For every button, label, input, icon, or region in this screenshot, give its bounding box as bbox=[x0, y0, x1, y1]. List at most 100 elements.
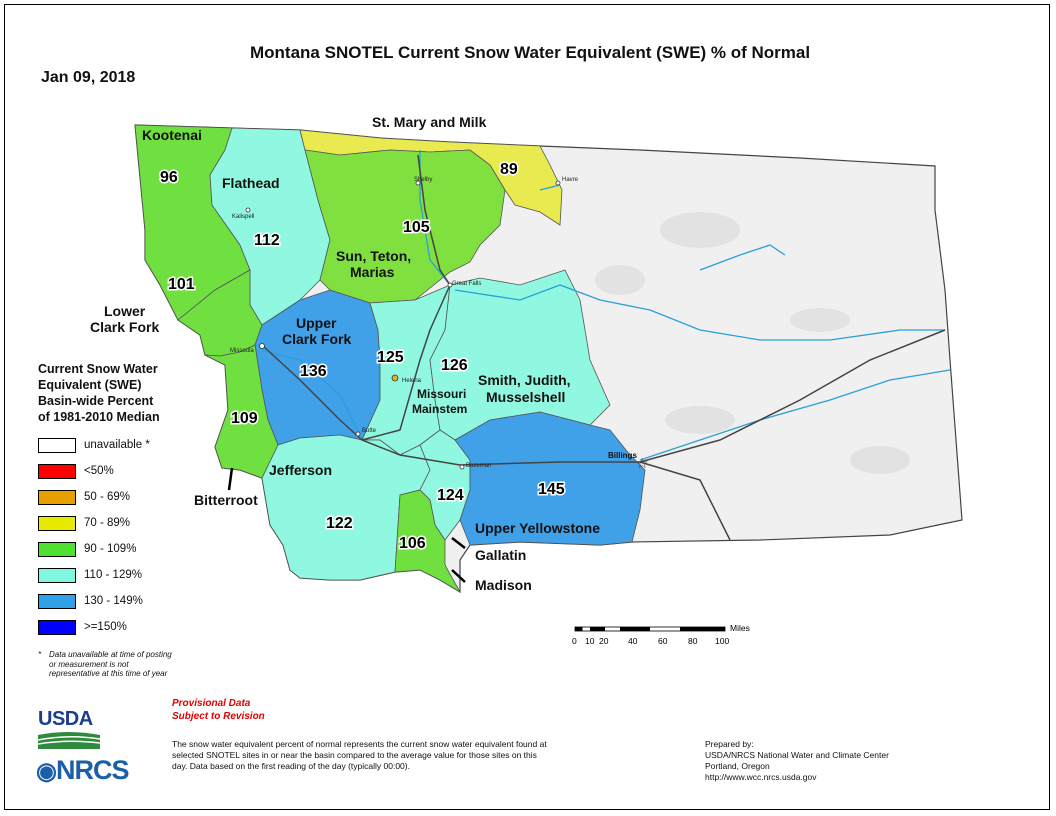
scale-unit: Miles bbox=[730, 623, 750, 633]
label-smith-judith: Smith, Judith, bbox=[478, 372, 571, 388]
legend-swatch bbox=[38, 438, 76, 453]
scale-tick-40: 40 bbox=[628, 636, 638, 646]
nrcs-logo-text: NRCS bbox=[55, 755, 130, 785]
scale-tick-80: 80 bbox=[688, 636, 698, 646]
provisional-line-2: Subject to Revision bbox=[172, 711, 265, 722]
label-mainstem: Mainstem bbox=[412, 402, 467, 416]
legend-title-line-2: Equivalent (SWE) bbox=[38, 378, 142, 392]
scale-tick-10: 10 bbox=[585, 636, 595, 646]
legend-label: 90 - 109% bbox=[84, 543, 137, 555]
scale-tick-100: 100 bbox=[715, 636, 729, 646]
legend: Current Snow Water Equivalent (SWE) Basi… bbox=[38, 361, 208, 635]
label-sun-teton: Sun, Teton, bbox=[336, 248, 411, 264]
footnote: * Data unavailable at time of posting or… bbox=[38, 650, 173, 679]
city-missoula: Missoula bbox=[230, 348, 254, 354]
scale-bar-graphic: Miles 0 10 20 40 60 80 100 bbox=[572, 623, 750, 646]
label-upper: Upper bbox=[296, 315, 337, 331]
footnote-text: Data unavailable at time of posting or m… bbox=[49, 650, 172, 678]
legend-swatch bbox=[38, 542, 76, 557]
value-smith-judith-musselshell: 126 bbox=[441, 357, 468, 374]
city-shelby: Shelby bbox=[414, 177, 432, 183]
legend-title: Current Snow Water Equivalent (SWE) Basi… bbox=[38, 361, 208, 425]
basin-madison[interactable] bbox=[394, 489, 462, 594]
value-flathead: 112 bbox=[254, 232, 280, 249]
basin-upper-yellowstone[interactable] bbox=[454, 411, 646, 546]
usda-logo: USDA bbox=[37, 708, 101, 754]
basin-labels: Kootenai Flathead St. Mary and Milk Sun,… bbox=[90, 114, 600, 593]
legend-label: <50% bbox=[84, 465, 114, 477]
value-upper-yellowstone: 145 bbox=[538, 481, 565, 498]
label-clark-fork: Clark Fork bbox=[90, 319, 159, 335]
label-kootenai: Kootenai bbox=[142, 127, 202, 143]
value-kootenai: 96 bbox=[160, 169, 178, 186]
map-frame bbox=[4, 4, 1050, 810]
legend-label: >=150% bbox=[84, 621, 127, 633]
label-musselshell: Musselshell bbox=[486, 389, 565, 405]
footnote-asterisk: * bbox=[38, 650, 42, 659]
legend-title-line-1: Current Snow Water bbox=[38, 362, 158, 376]
prepared-by-line-1: Prepared by: bbox=[705, 739, 754, 749]
basin-sun-teton-marias[interactable] bbox=[304, 149, 506, 304]
city-billings: Billings bbox=[608, 451, 637, 460]
scale-tick-20: 20 bbox=[599, 636, 609, 646]
interstates bbox=[261, 154, 946, 541]
label-lower: Lower bbox=[104, 303, 146, 319]
legend-label: 70 - 89% bbox=[84, 517, 131, 529]
scale-tick-60: 60 bbox=[658, 636, 668, 646]
value-st-mary-milk: 89 bbox=[500, 161, 518, 178]
legend-swatch bbox=[38, 594, 76, 609]
scale-bar: Miles 0 10 20 40 60 80 100 bbox=[570, 622, 770, 653]
map-title: Montana SNOTEL Current Snow Water Equiva… bbox=[250, 43, 811, 62]
value-upper-clark-fork: 136 bbox=[300, 363, 327, 380]
value-bitterroot: 109 bbox=[231, 410, 258, 427]
nrcs-drop-icon: ◉ bbox=[36, 758, 57, 785]
usda-logo-text: USDA bbox=[38, 708, 93, 730]
legend-label: unavailable * bbox=[84, 439, 150, 451]
value-gallatin: 124 bbox=[437, 487, 464, 504]
city-kalispell: Kalispell bbox=[232, 214, 254, 220]
legend-title-line-4: of 1981-2010 Median bbox=[38, 410, 160, 424]
label-missouri: Missouri bbox=[417, 387, 466, 401]
value-jefferson: 122 bbox=[326, 515, 353, 532]
billings-star-icon: ☆ bbox=[636, 456, 649, 472]
legend-swatch bbox=[38, 620, 76, 635]
legend-swatch bbox=[38, 516, 76, 531]
value-missouri-mainstem: 125 bbox=[377, 349, 404, 366]
city-great-falls: Great Falls bbox=[452, 281, 481, 287]
leader-lines bbox=[227, 467, 466, 583]
prepared-by-line-2: USDA/NRCS National Water and Climate Cen… bbox=[705, 750, 889, 760]
prepared-by-line-3: Portland, Oregon bbox=[705, 761, 770, 771]
label-clark-fork-upper: Clark Fork bbox=[282, 331, 351, 347]
legend-swatch bbox=[38, 568, 76, 583]
basin-values: 96 112 89 105 101 136 125 126 109 122 12… bbox=[159, 160, 567, 554]
value-lower-clark-fork: 101 bbox=[168, 276, 195, 293]
legend-label: 130 - 149% bbox=[84, 595, 143, 607]
legend-label: 50 - 69% bbox=[84, 491, 131, 503]
prepared-by: Prepared by: USDA/NRCS National Water an… bbox=[705, 739, 1005, 783]
terrain-shading bbox=[595, 212, 910, 474]
rivers bbox=[259, 150, 951, 461]
label-marias: Marias bbox=[350, 264, 395, 280]
value-sun-teton-marias: 105 bbox=[403, 219, 430, 236]
label-st-mary-milk: St. Mary and Milk bbox=[372, 114, 487, 130]
legend-swatch bbox=[38, 490, 76, 505]
city-bozeman: Bozeman bbox=[466, 463, 491, 469]
provisional-note: Provisional Data Subject to Revision bbox=[172, 697, 265, 723]
legend-swatch bbox=[38, 464, 76, 479]
label-bitterroot: Bitterroot bbox=[194, 492, 258, 508]
label-madison: Madison bbox=[475, 577, 532, 593]
scale-tick-0: 0 bbox=[572, 636, 577, 646]
nrcs-logo: ◉NRCS bbox=[36, 755, 130, 786]
value-madison: 106 bbox=[399, 535, 426, 552]
prepared-by-line-4: http://www.wcc.nrcs.usda.gov bbox=[705, 772, 817, 782]
description-text: The snow water equivalent percent of nor… bbox=[172, 739, 547, 771]
label-flathead: Flathead bbox=[222, 175, 280, 191]
label-upper-yellowstone: Upper Yellowstone bbox=[475, 520, 600, 536]
legend-title-line-3: Basin-wide Percent bbox=[38, 394, 154, 408]
city-havre: Havre bbox=[562, 177, 579, 183]
cities: Shelby Havre Kalispell Great Falls Misso… bbox=[230, 177, 649, 472]
map-date: Jan 09, 2018 bbox=[41, 69, 136, 86]
city-butte: Butte bbox=[362, 428, 377, 434]
legend-label: 110 - 129% bbox=[84, 569, 142, 581]
